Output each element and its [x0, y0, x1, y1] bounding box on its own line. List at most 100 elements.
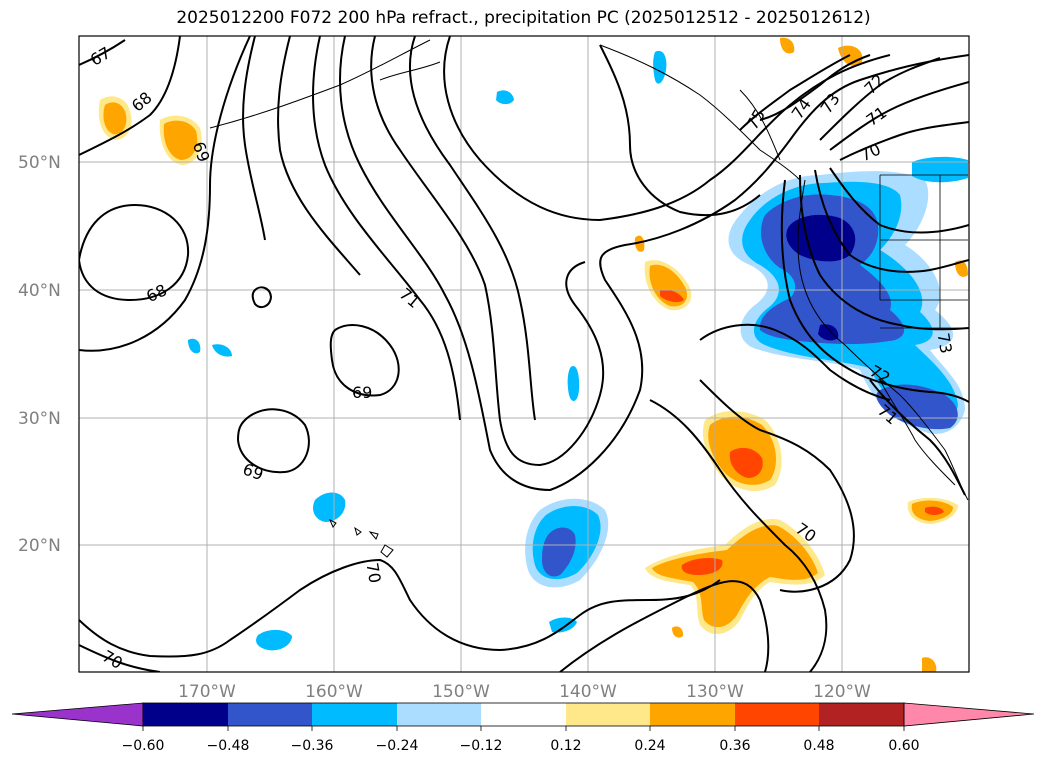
contour-coast-d [829, 167, 969, 234]
contour-69-lower [79, 644, 161, 672]
lon-label-170w: 170°W [178, 682, 236, 702]
refractivity-contours [79, 36, 969, 672]
contour-b [277, 36, 361, 276]
colorbar-segment [481, 703, 566, 726]
lon-label-150w: 150°W [432, 682, 490, 702]
bc-coast [739, 89, 801, 181]
colorbar-tick-label: 0.24 [634, 738, 665, 754]
contour-72 [819, 57, 941, 141]
pos-region-mexico-orange [922, 657, 937, 672]
colorbar-segment [312, 703, 397, 726]
pos-region-20n-orange [652, 525, 818, 628]
colorbar: −0.60 −0.48 −0.36 −0.24 −0.12 0.12 0.24 … [11, 702, 1035, 754]
contour-small-ring [251, 286, 273, 309]
contour-74 [759, 54, 871, 121]
neg-blob-180w-2 [212, 344, 232, 357]
contour-70-main [79, 558, 721, 658]
contour-label: 70 [362, 561, 384, 584]
longitude-labels: 170°W 160°W 150°W 140°W 130°W 120°W [178, 682, 871, 702]
colorbar-frame [142, 702, 905, 727]
contour-g [443, 36, 891, 222]
contour-coast-a [780, 179, 969, 403]
colorbar-tick-label: 0.48 [803, 738, 834, 754]
pos-region-small-orange-2 [672, 626, 684, 638]
neg-blob-small-1 [549, 617, 577, 633]
contour-label: 69 [352, 383, 372, 402]
baja-coast [879, 379, 956, 486]
pos-region-ak-orange [780, 37, 795, 54]
contour-e [370, 36, 605, 467]
contour-d [339, 36, 969, 492]
colorbar-tick-label: −0.12 [460, 738, 503, 754]
map-panel: 67 68 69 68 71 69 69 70 70 75 74 73 72 7… [78, 35, 970, 673]
colorbar-segment [397, 703, 481, 726]
contour-coast-b [799, 174, 969, 331]
map-frame [78, 35, 970, 673]
state-borders [879, 174, 968, 329]
colorbar-tick-label: 0.12 [550, 738, 581, 754]
neg-blob-north [496, 90, 514, 105]
pos-region-20n-red [681, 557, 723, 575]
colorbar-segment [650, 703, 735, 726]
neg-blob-sw [256, 629, 292, 651]
colorbar-tick-label: −0.24 [376, 738, 419, 754]
colorbar-segment [566, 703, 650, 726]
colorbar-segment [143, 703, 228, 726]
contour-label: 73 [934, 332, 956, 355]
map-title: 2025012200 F072 200 hPa refract., precip… [176, 8, 871, 28]
neg-blob-ak [653, 50, 667, 84]
coastlines [209, 39, 969, 558]
contour-70-east [699, 379, 855, 593]
colorbar-segment [735, 703, 819, 726]
pos-region-nw2-orange [163, 120, 198, 160]
hawaii-islands [329, 518, 394, 558]
colorbar-segment [819, 703, 904, 726]
contour-coast-c [814, 169, 969, 273]
colorbar-extend-high [903, 702, 1035, 727]
lon-label-120w: 120°W [813, 682, 871, 702]
pos-region-30n-red [729, 447, 763, 478]
colorbar-tick-label: −0.60 [122, 738, 165, 754]
contour-73-east [699, 323, 891, 401]
lon-label-140w: 140°W [559, 682, 617, 702]
lon-label-160w: 160°W [305, 682, 363, 702]
pos-region-small-orange [634, 235, 645, 252]
contour-67 [79, 39, 126, 66]
colorbar-ticks [142, 726, 905, 731]
neg-region-navy-south [818, 324, 839, 341]
contour-ne-top [599, 44, 761, 217]
neg-blob-180w [188, 338, 201, 354]
colorbar-tick-label: 0.60 [888, 738, 919, 754]
neg-blob-hawaii-west [313, 492, 346, 522]
colorbar-tick-label: 0.36 [719, 738, 750, 754]
contour-68-nw [79, 36, 181, 156]
contour-south-coast [869, 379, 966, 496]
colorbar-tick-label: −0.36 [291, 738, 334, 754]
pos-region-coast-orange [955, 260, 968, 277]
contour-69-nw [79, 36, 251, 352]
lat-label-20n: 20°N [18, 536, 61, 556]
contour-70 [839, 121, 969, 161]
colorbar-extend-low [11, 702, 144, 727]
colorbar-segment [228, 703, 312, 726]
contour-f [408, 36, 536, 421]
neg-blob-central-blue [542, 527, 576, 577]
colorbar-tick-label: −0.48 [207, 738, 250, 754]
contour-c [312, 36, 461, 421]
contour-72-east [559, 580, 770, 672]
lat-label-30n: 30°N [18, 409, 61, 429]
contour-69-ring2 [236, 408, 310, 474]
pos-region-ne-center-red [660, 289, 684, 303]
contour-71 [829, 81, 969, 151]
contour-a [242, 36, 266, 241]
pos-region-nw-orange [103, 102, 127, 135]
contour-75 [739, 54, 851, 131]
contour-69-ring [329, 324, 400, 397]
contour-71-east [649, 399, 828, 672]
neg-blob-streak [567, 366, 580, 402]
us-west-coast [797, 179, 969, 501]
contour-68-ring [79, 203, 190, 302]
neg-blob-gulf [912, 156, 968, 183]
lon-label-130w: 130°W [686, 682, 744, 702]
